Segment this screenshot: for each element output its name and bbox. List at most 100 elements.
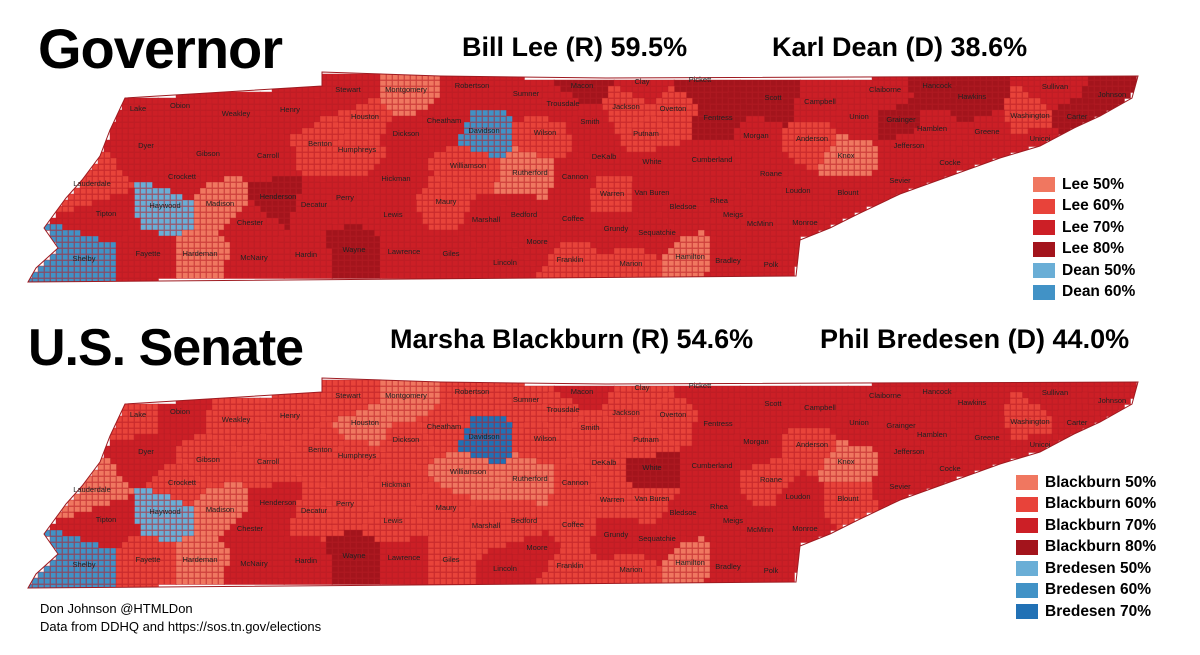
gov-label-decatur: Decatur (301, 200, 328, 209)
gov-legend-item: Lee 50% (1033, 174, 1135, 196)
sen-label-dyer: Dyer (138, 447, 154, 456)
gov-county-hickman (361, 157, 435, 201)
gov-label-hawkins: Hawkins (958, 92, 987, 101)
sen-label-monroe: Monroe (792, 524, 817, 533)
gov-legend-swatch (1033, 263, 1055, 279)
sen-county-montgomery (379, 379, 441, 423)
sen-label-mcnairy: McNairy (240, 559, 268, 568)
gov-label-wayne: Wayne (342, 245, 365, 254)
gov-label-jackson: Jackson (612, 102, 640, 111)
gov-label-dyer: Dyer (138, 141, 154, 150)
gov-label-knox: Knox (837, 151, 854, 160)
gov-county-rutherford (493, 145, 555, 201)
gov-label-hardin: Hardin (295, 250, 317, 259)
gov-county-hancock (907, 73, 963, 111)
sen-label-warren: Warren (600, 495, 624, 504)
sen-county-hardin (277, 535, 333, 585)
sen-legend-label: Blackburn 70% (1045, 516, 1157, 534)
gov-label-rutherford: Rutherford (512, 168, 547, 177)
sen-label-lauderdale: Lauderdale (73, 485, 111, 494)
sen-county-sullivan (1009, 379, 1089, 417)
gov-label-bedford: Bedford (511, 210, 537, 219)
sen-legend-swatch (1016, 582, 1038, 598)
gov-label-smith: Smith (580, 117, 599, 126)
sen-label-marion: Marion (620, 565, 643, 574)
sen-label-cannon: Cannon (562, 478, 588, 487)
sen-label-lake: Lake (130, 410, 146, 419)
sen-label-davidson: Davidson (468, 432, 499, 441)
sen-label-mcminn: McMinn (747, 525, 773, 534)
sen-label-tipton: Tipton (96, 515, 117, 524)
gov-label-humphreys: Humphreys (338, 145, 377, 154)
data-source: Data from DDHQ and https://sos.tn.gov/el… (40, 619, 322, 634)
sen-county-campbell (793, 385, 849, 429)
gov-legend-item: Lee 60% (1033, 196, 1135, 218)
gov-label-marshall: Marshall (472, 215, 501, 224)
sen-label-giles: Giles (442, 555, 459, 564)
gov-county-mcnairy (223, 241, 285, 279)
sen-label-campbell: Campbell (804, 403, 836, 412)
gov-label-hamilton: Hamilton (675, 252, 705, 261)
gov-label-haywood: Haywood (149, 201, 180, 210)
sen-county-henderson (247, 481, 303, 537)
sen-county-cumberland (679, 445, 741, 489)
gov-label-sullivan: Sullivan (1042, 82, 1068, 91)
sen-label-moore: Moore (526, 543, 547, 552)
sen-label-lawrence: Lawrence (388, 553, 421, 562)
sen-county-washington (1003, 391, 1053, 441)
gov-label-rhea: Rhea (710, 196, 729, 205)
sen-legend-label: Bredesen 70% (1045, 602, 1151, 620)
gov-county-trousdale (541, 85, 585, 123)
gov-legend-item: Lee 70% (1033, 217, 1135, 239)
sen-label-obion: Obion (170, 407, 190, 416)
gov-label-union: Union (849, 112, 869, 121)
sen-label-carroll: Carroll (257, 457, 279, 466)
sen-legend-swatch (1016, 561, 1038, 577)
gov-label-sequatchie: Sequatchie (638, 228, 676, 237)
credits: Don Johnson @HTMLDon Data from DDHQ and … (40, 600, 321, 636)
gov-county-benton (289, 115, 345, 177)
sen-label-knox: Knox (837, 457, 854, 466)
gov-label-overton: Overton (660, 104, 687, 113)
gov-legend-item: Dean 60% (1033, 282, 1135, 304)
gov-label-hickman: Hickman (381, 174, 410, 183)
governor-panel: Governor Bill Lee (R) 59.5% Karl Dean (D… (0, 0, 1200, 318)
sen-label-marshall: Marshall (472, 521, 501, 530)
gov-label-robertson: Robertson (455, 81, 490, 90)
sen-label-maury: Maury (436, 503, 457, 512)
sen-label-overton: Overton (660, 410, 687, 419)
senate-panel: U.S. Senate Marsha Blackburn (R) 54.6% P… (0, 318, 1200, 620)
sen-label-hardeman: Hardeman (182, 555, 217, 564)
gov-label-polk: Polk (764, 260, 779, 269)
gov-label-dekalb: DeKalb (592, 152, 617, 161)
gov-county-hardin (277, 229, 333, 279)
sen-label-washington: Washington (1010, 417, 1049, 426)
gov-legend-swatch (1033, 220, 1055, 236)
sen-label-fayette: Fayette (135, 555, 160, 564)
sen-label-rutherford: Rutherford (512, 474, 547, 483)
gov-label-putnam: Putnam (633, 129, 659, 138)
gov-county-putnam (619, 115, 681, 153)
gov-label-blount: Blount (837, 188, 859, 197)
sen-label-cumberland: Cumberland (692, 461, 733, 470)
gov-label-van-buren: Van Buren (635, 188, 670, 197)
gov-label-pickett: Pickett (689, 75, 712, 84)
sen-label-greene: Greene (974, 433, 999, 442)
sen-label-anderson: Anderson (796, 440, 828, 449)
gov-label-madison: Madison (206, 199, 234, 208)
gov-label-stewart: Stewart (335, 85, 361, 94)
gov-legend-swatch (1033, 241, 1055, 257)
sen-legend-item: Blackburn 80% (1016, 537, 1156, 559)
sen-label-humphreys: Humphreys (338, 451, 377, 460)
gov-label-henderson: Henderson (260, 192, 297, 201)
sen-label-sumner: Sumner (513, 395, 540, 404)
sen-label-hamilton: Hamilton (675, 558, 705, 567)
gov-county-union (829, 91, 879, 147)
gov-legend-swatch (1033, 177, 1055, 193)
gov-label-grundy: Grundy (604, 224, 629, 233)
sen-county-marshall (457, 499, 507, 555)
senate-republican-result: Marsha Blackburn (R) 54.6% (390, 324, 754, 354)
gov-label-hancock: Hancock (922, 81, 951, 90)
gov-label-monroe: Monroe (792, 218, 817, 227)
gov-label-morgan: Morgan (743, 131, 768, 140)
